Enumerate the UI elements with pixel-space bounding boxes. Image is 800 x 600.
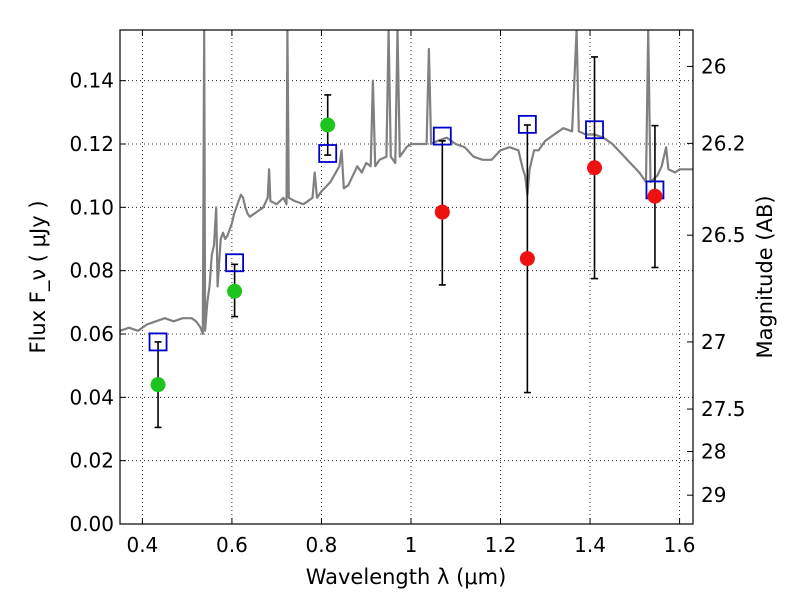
y-tick-label: 0.00 bbox=[69, 512, 114, 536]
x-tick-label: 0.4 bbox=[126, 533, 158, 557]
y-tick-label: 0.12 bbox=[69, 132, 114, 156]
right-tick-label: 27.5 bbox=[701, 397, 746, 421]
plot-frame bbox=[119, 29, 694, 525]
y-tick-label: 0.08 bbox=[69, 259, 114, 283]
model-square-point bbox=[148, 332, 168, 352]
right-axis-label: Magnitude (AB) bbox=[753, 195, 777, 358]
model-square-point bbox=[432, 126, 452, 146]
green-data-point bbox=[150, 377, 166, 393]
x-tick-label: 1.6 bbox=[664, 533, 696, 557]
model-square-point bbox=[585, 120, 604, 140]
y-tick-label: 0.14 bbox=[69, 69, 114, 93]
sed-spectrum-line bbox=[120, 30, 693, 336]
x-tick-label: 1.4 bbox=[574, 533, 606, 557]
model-square-point bbox=[318, 144, 338, 163]
green-data-point bbox=[320, 117, 336, 133]
model-square-point bbox=[517, 114, 537, 134]
y-tick-label: 0.06 bbox=[69, 322, 114, 346]
red-data-point bbox=[647, 188, 663, 204]
y-tick-label: 0.10 bbox=[69, 195, 114, 219]
y-tick-label: 0.02 bbox=[69, 449, 114, 473]
right-tick-label: 26 bbox=[701, 54, 726, 78]
x-tick-label: 0.8 bbox=[306, 533, 338, 557]
y-tick-label: 0.04 bbox=[69, 385, 114, 409]
right-tick-label: 26.5 bbox=[701, 223, 746, 247]
red-data-point bbox=[519, 251, 535, 267]
right-tick-label: 28 bbox=[701, 439, 726, 463]
x-tick-label: 1.2 bbox=[485, 533, 517, 557]
x-tick-label: 0.6 bbox=[216, 533, 248, 557]
right-tick-label: 29 bbox=[701, 483, 726, 507]
right-tick-label: 26.2 bbox=[701, 131, 746, 155]
x-tick-label: 1 bbox=[405, 533, 418, 557]
plot-area bbox=[120, 30, 693, 429]
green-data-point bbox=[227, 283, 243, 299]
red-data-point bbox=[587, 160, 603, 176]
model-square-point bbox=[225, 253, 245, 273]
axes: 0.4 0.6 0.8 1 1.2 1.4 1.6 0.00 0.02 0.04 0.06 0.08 0… bbox=[69, 30, 746, 557]
red-data-point bbox=[434, 204, 450, 220]
x-axis-label: Wavelength λ (μm) bbox=[306, 565, 507, 589]
right-tick-label: 27 bbox=[701, 330, 726, 354]
y-axis-label: Flux F_ν ( μJy ) bbox=[26, 200, 51, 353]
